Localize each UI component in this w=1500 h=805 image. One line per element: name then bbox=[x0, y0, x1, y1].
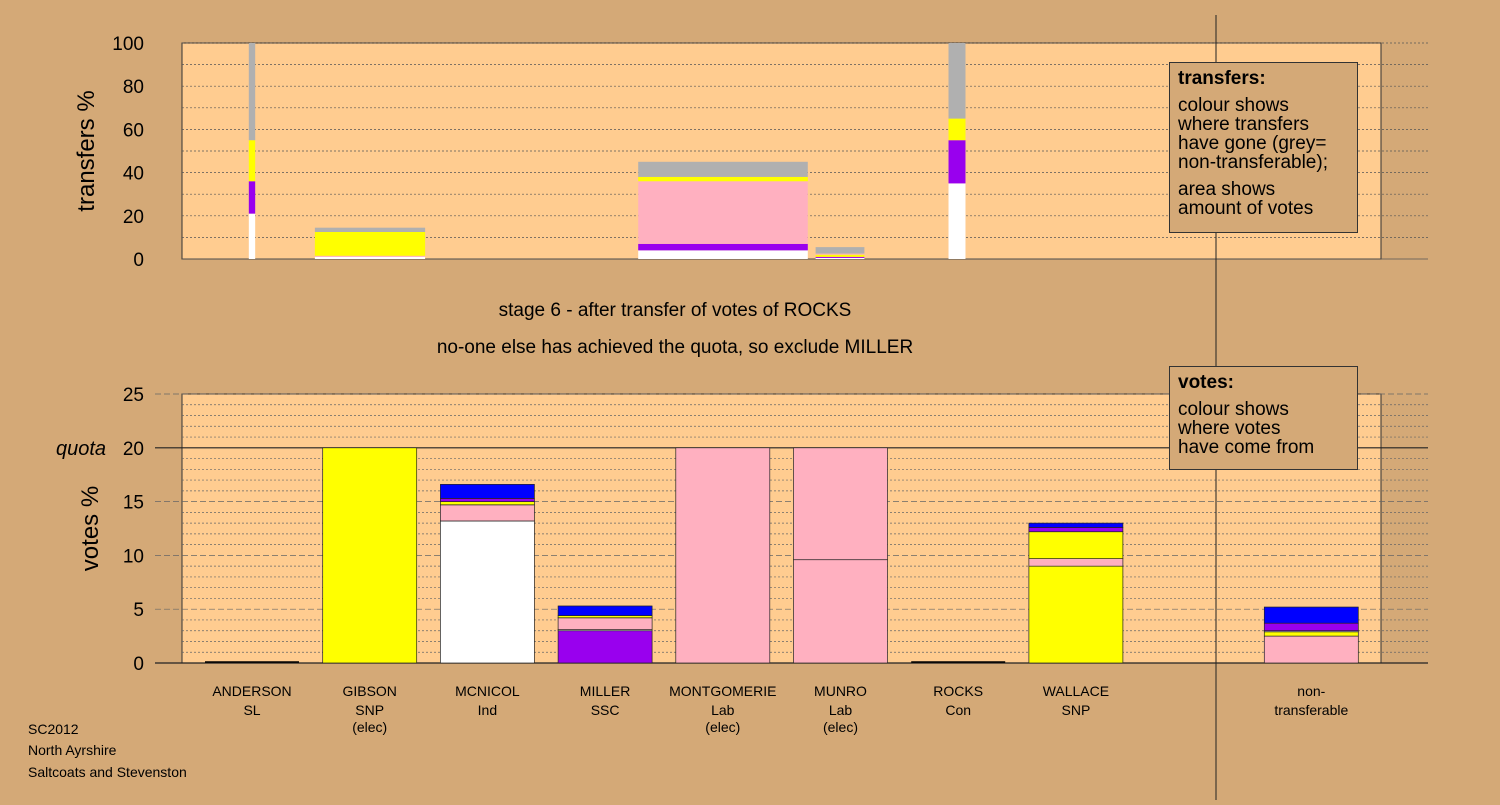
vote-bar-non-blue bbox=[1263, 606, 1359, 624]
transfer-bar-anderson-white bbox=[248, 213, 256, 259]
transfer-bar-gibson-pink bbox=[314, 255, 426, 257]
votes-legend-line: have come from bbox=[1178, 437, 1315, 458]
footer-council: North Ayrshire bbox=[28, 742, 117, 758]
transfer-bar-munro-grey bbox=[815, 247, 865, 254]
vote-bar-wallace-yellow bbox=[1028, 531, 1124, 559]
vote-bar-munro-pink bbox=[793, 559, 888, 664]
transfer-bar-montgomerie-yellow bbox=[638, 176, 808, 182]
transfers-legend-line: area shows bbox=[1178, 179, 1276, 200]
transfers-y-tick-label: 100 bbox=[112, 34, 144, 55]
candidate-party-label: Lab bbox=[829, 702, 853, 718]
transfer-bar-gibson-yellow bbox=[314, 232, 426, 256]
transfers-legend: transfers: colour shows where transfers … bbox=[1169, 62, 1358, 233]
vote-bar-wallace-purple bbox=[1028, 527, 1124, 533]
votes-y-tick-label: 20 bbox=[123, 439, 144, 460]
candidate-status-label: (elec) bbox=[352, 719, 387, 735]
vote-bar-mcnicol-purple bbox=[440, 498, 535, 502]
vote-bar-non-purple bbox=[1263, 622, 1359, 632]
transfer-bar-montgomerie-grey bbox=[638, 161, 808, 177]
votes-y-tick-label: 15 bbox=[123, 493, 144, 514]
votes-legend: votes: colour shows where votes have com… bbox=[1169, 366, 1358, 470]
transfer-bar-montgomerie-purple bbox=[638, 243, 808, 251]
transfers-y-tick-label: 20 bbox=[123, 207, 144, 228]
candidate-party-label: SNP bbox=[1062, 702, 1091, 718]
vote-bar-wallace-blue bbox=[1028, 522, 1124, 528]
candidate-name-label: MUNRO bbox=[814, 683, 867, 699]
candidate-party-label: SL bbox=[243, 702, 260, 718]
candidate-party-label: SSC bbox=[591, 702, 620, 718]
votes-y-tick-label: 0 bbox=[133, 654, 144, 675]
vote-bar-mcnicol-yellow bbox=[440, 501, 535, 506]
vote-bar-miller-pink bbox=[557, 617, 653, 630]
candidate-status-label: (elec) bbox=[705, 719, 740, 735]
stage-title: stage 6 - after transfer of votes of ROC… bbox=[498, 300, 852, 321]
transfer-bar-montgomerie-pink bbox=[638, 181, 808, 244]
vote-bar-wallace-yellow bbox=[1028, 565, 1124, 664]
candidate-name-label: ANDERSON bbox=[212, 683, 291, 699]
votes-y-tick-label: 5 bbox=[133, 600, 144, 621]
vote-bar-mcnicol-white bbox=[440, 520, 535, 664]
transfer-bar-munro-purple bbox=[815, 256, 865, 258]
candidate-name-label: ROCKS bbox=[933, 683, 983, 699]
candidate-party-label: Lab bbox=[711, 702, 735, 718]
candidate-name-label: MCNICOL bbox=[455, 683, 520, 699]
quota-label: quota bbox=[56, 438, 106, 460]
transfer-bar-gibson-white bbox=[314, 256, 426, 259]
transfer-bar-rocks-yellow bbox=[948, 118, 966, 141]
transfer-bar-rocks-grey bbox=[948, 43, 966, 119]
candidate-name-label: GIBSON bbox=[342, 683, 396, 699]
transfers-legend-line: where transfers bbox=[1178, 114, 1309, 135]
vote-bar-mcnicol-blue bbox=[440, 484, 535, 499]
transfer-bar-rocks-white bbox=[948, 183, 966, 259]
transfers-legend-title: transfers: bbox=[1178, 68, 1266, 89]
candidate-party-label: SNP bbox=[355, 702, 384, 718]
transfers-legend-line: amount of votes bbox=[1178, 198, 1314, 219]
votes-y-tick-label: 25 bbox=[123, 385, 144, 406]
vote-bar-non-pink bbox=[1263, 635, 1359, 664]
transfers-y-tick-label: 80 bbox=[123, 77, 144, 98]
transfers-y-axis-label: transfers % bbox=[73, 90, 100, 211]
candidate-name-label: MILLER bbox=[580, 683, 631, 699]
transfer-bar-munro-pink bbox=[815, 253, 865, 255]
transfer-bar-munro-white bbox=[815, 257, 865, 259]
candidate-party-label: transferable bbox=[1274, 702, 1348, 718]
transfer-bar-anderson-grey bbox=[248, 43, 256, 141]
votes-legend-line: where votes bbox=[1178, 418, 1281, 439]
transfers-y-tick-label: 40 bbox=[123, 164, 144, 185]
footer-ward: Saltcoats and Stevenston bbox=[28, 764, 187, 780]
transfer-bar-montgomerie-white bbox=[638, 250, 808, 259]
vote-bar-miller-blue bbox=[557, 605, 653, 617]
vote-bar-gibson-yellow bbox=[322, 447, 418, 664]
transfer-bar-rocks-purple bbox=[948, 140, 966, 184]
candidate-party-label: Con bbox=[945, 702, 971, 718]
candidate-name-label: WALLACE bbox=[1043, 683, 1109, 699]
vote-bar-miller-purple bbox=[557, 630, 653, 664]
transfers-legend-line: non-transferable); bbox=[1178, 152, 1328, 173]
votes-y-tick-label: 10 bbox=[123, 546, 144, 567]
transfers-legend-line: have gone (grey= bbox=[1178, 133, 1327, 154]
vote-bar-montgomerie-pink bbox=[675, 447, 771, 664]
transfers-y-tick-label: 0 bbox=[133, 250, 144, 271]
candidate-status-label: (elec) bbox=[823, 719, 858, 735]
transfer-bar-anderson-yellow bbox=[248, 140, 256, 182]
transfer-bar-anderson-purple bbox=[248, 181, 256, 214]
vote-bar-mcnicol-pink bbox=[440, 504, 535, 522]
candidate-name-label: MONTGOMERIE bbox=[669, 683, 776, 699]
candidate-name-label: non- bbox=[1297, 683, 1325, 699]
vote-bar-wallace-pink bbox=[1028, 558, 1124, 567]
candidate-party-label: Ind bbox=[478, 702, 497, 718]
transfers-legend-line: colour shows bbox=[1178, 95, 1289, 116]
transfers-y-tick-label: 60 bbox=[123, 120, 144, 141]
footer-election: SC2012 bbox=[28, 721, 79, 737]
transfer-bar-munro-yellow bbox=[815, 254, 865, 257]
vote-bar-non-yellow bbox=[1263, 631, 1359, 637]
stage-note: no-one else has achieved the quota, so e… bbox=[436, 337, 914, 358]
transfer-bar-gibson-grey bbox=[314, 227, 426, 232]
vote-bar-munro-pink bbox=[793, 447, 888, 561]
votes-legend-title: votes: bbox=[1178, 372, 1234, 393]
votes-y-axis-label: votes % bbox=[77, 486, 104, 571]
votes-legend-line: colour shows bbox=[1178, 399, 1289, 420]
